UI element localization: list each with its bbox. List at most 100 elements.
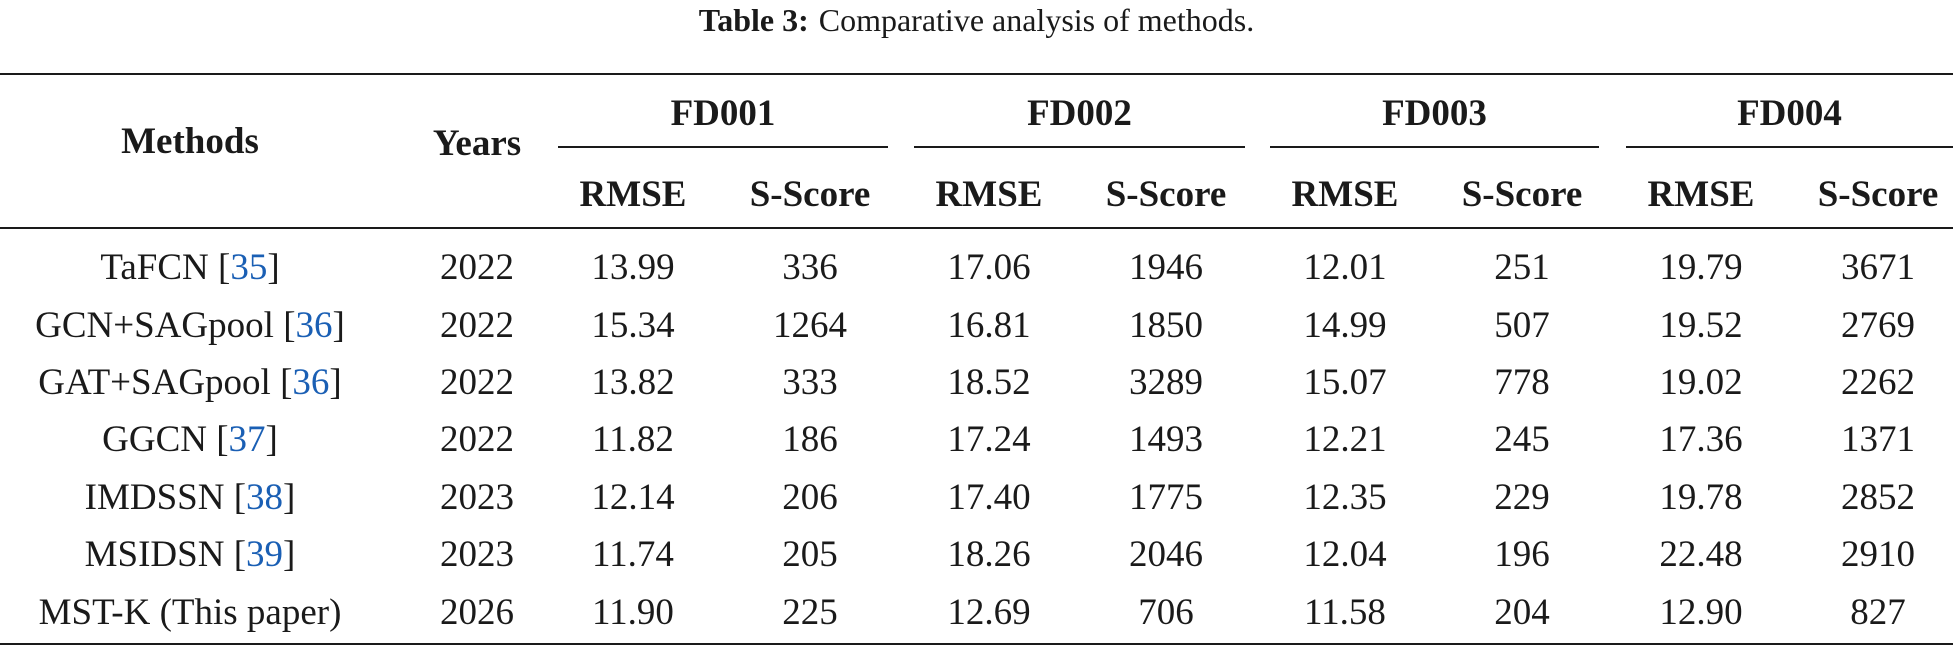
method-name: IMDSSN: [84, 477, 225, 518]
table-header-rule: [0, 227, 1953, 229]
table-caption-text: Comparative analysis of methods.: [818, 2, 1255, 38]
header-years: Years: [432, 123, 522, 164]
value-cell: 2910: [1841, 534, 1915, 575]
table-caption: Table 3: Comparative analysis of methods.: [0, 0, 1953, 44]
header-group-fd001: FD001: [670, 93, 776, 134]
method-name: GAT+SAGpool: [38, 362, 271, 403]
method-cell: GAT+SAGpool [36]: [38, 362, 342, 403]
value-cell: 15.07: [1303, 362, 1387, 403]
method-cell: IMDSSN [38]: [84, 477, 296, 518]
value-cell: 12.14: [591, 477, 675, 518]
value-cell: 12.21: [1303, 419, 1387, 460]
year-cell: 2022: [440, 247, 514, 288]
header-group-fd002: FD002: [1027, 93, 1132, 134]
value-cell: 245: [1494, 419, 1550, 460]
method-cell: MSIDSN [39]: [84, 534, 296, 575]
value-cell: 18.26: [947, 534, 1031, 575]
value-cell: 12.01: [1303, 247, 1387, 288]
value-cell: 12.04: [1303, 534, 1387, 575]
citation-link[interactable]: 35: [230, 247, 268, 288]
value-cell: 13.82: [591, 362, 675, 403]
header-group-rule: [1626, 146, 1953, 148]
value-cell: 1775: [1129, 477, 1203, 518]
citation-link[interactable]: 39: [246, 534, 284, 575]
value-cell: 3671: [1841, 247, 1915, 288]
header-subcol-s-score: S-Score: [1817, 174, 1939, 215]
value-cell: 17.36: [1659, 419, 1743, 460]
value-cell: 3289: [1129, 362, 1203, 403]
method-cell: TaFCN [35]: [100, 247, 280, 288]
citation-link[interactable]: 38: [246, 477, 284, 518]
header-methods: Methods: [121, 121, 259, 162]
value-cell: 186: [782, 419, 838, 460]
value-cell: 11.58: [1304, 592, 1386, 633]
value-cell: 2262: [1841, 362, 1915, 403]
value-cell: 19.78: [1659, 477, 1743, 518]
method-cell: GGCN [37]: [102, 419, 278, 460]
header-group-rule: [1270, 146, 1599, 148]
value-cell: 11.90: [592, 592, 674, 633]
value-cell: 19.79: [1659, 247, 1743, 288]
value-cell: 12.35: [1303, 477, 1387, 518]
value-cell: 1264: [773, 305, 847, 346]
year-cell: 2023: [440, 477, 514, 518]
method-cell: MST-K (This paper): [0, 591, 390, 635]
year-cell: 2022: [440, 419, 514, 460]
year-cell: 2022: [440, 362, 514, 403]
value-cell: 336: [782, 247, 838, 288]
value-cell: 17.06: [947, 247, 1031, 288]
citation-link[interactable]: 37: [228, 419, 266, 460]
value-cell: 15.34: [591, 305, 675, 346]
citation-link[interactable]: 36: [295, 305, 333, 346]
value-cell: 16.81: [947, 305, 1031, 346]
value-cell: 1850: [1129, 305, 1203, 346]
value-cell: 251: [1494, 247, 1550, 288]
value-cell: 2852: [1841, 477, 1915, 518]
header-subcol-rmse: RMSE: [1291, 174, 1399, 215]
value-cell: 11.82: [592, 419, 674, 460]
value-cell: 706: [1138, 592, 1194, 633]
method-name: MST-K (This paper): [38, 592, 342, 633]
header-subcol-rmse: RMSE: [579, 174, 687, 215]
header-subcol-rmse: RMSE: [935, 174, 1043, 215]
value-cell: 18.52: [947, 362, 1031, 403]
value-cell: 196: [1494, 534, 1550, 575]
header-subcol-s-score: S-Score: [1105, 174, 1227, 215]
year-cell: 2022: [440, 305, 514, 346]
value-cell: 206: [782, 477, 838, 518]
value-cell: 14.99: [1303, 305, 1387, 346]
table-top-rule: [0, 73, 1953, 75]
year-cell: 2026: [440, 592, 514, 633]
value-cell: 12.90: [1659, 592, 1743, 633]
method-name: MSIDSN: [84, 534, 225, 575]
method-name: TaFCN: [100, 247, 209, 288]
header-group-rule: [914, 146, 1245, 148]
year-cell: 2023: [440, 534, 514, 575]
value-cell: 229: [1494, 477, 1550, 518]
value-cell: 205: [782, 534, 838, 575]
method-name: GGCN: [102, 419, 207, 460]
header-group-fd004: FD004: [1737, 93, 1842, 134]
value-cell: 17.40: [947, 477, 1031, 518]
method-name: GCN+SAGpool: [35, 305, 274, 346]
value-cell: 11.74: [592, 534, 674, 575]
value-cell: 12.69: [947, 592, 1031, 633]
citation-link[interactable]: 36: [292, 362, 330, 403]
header-subcol-s-score: S-Score: [1461, 174, 1583, 215]
header-subcol-rmse: RMSE: [1647, 174, 1755, 215]
value-cell: 2046: [1129, 534, 1203, 575]
value-cell: 19.52: [1659, 305, 1743, 346]
value-cell: 22.48: [1659, 534, 1743, 575]
value-cell: 13.99: [591, 247, 675, 288]
value-cell: 1371: [1841, 419, 1915, 460]
value-cell: 2769: [1841, 305, 1915, 346]
header-group-fd003: FD003: [1382, 93, 1487, 134]
value-cell: 204: [1494, 592, 1550, 633]
value-cell: 507: [1494, 305, 1550, 346]
value-cell: 827: [1850, 592, 1906, 633]
table-bottom-rule: [0, 643, 1953, 645]
value-cell: 778: [1494, 362, 1550, 403]
header-subcol-s-score: S-Score: [749, 174, 871, 215]
value-cell: 1493: [1129, 419, 1203, 460]
value-cell: 333: [782, 362, 838, 403]
